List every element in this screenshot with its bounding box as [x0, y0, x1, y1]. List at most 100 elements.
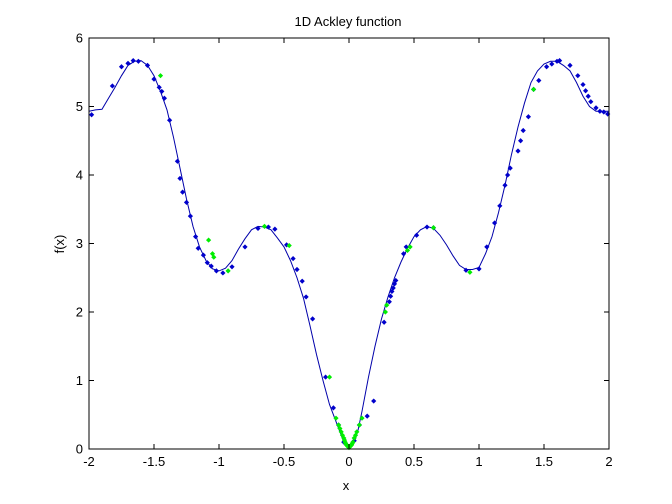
sample-point — [204, 260, 210, 266]
x-tick-label: 1.5 — [535, 454, 553, 469]
axes-frame — [88, 37, 610, 450]
x-tick-label: -2 — [83, 454, 95, 469]
sample-point — [130, 58, 136, 64]
sample-point — [583, 88, 589, 94]
sample-point — [525, 114, 531, 120]
sample-point — [371, 398, 377, 404]
selected-point — [430, 225, 437, 231]
sample-point — [187, 213, 193, 219]
selected-point — [382, 309, 388, 315]
selected-point — [225, 268, 231, 274]
sample-point — [601, 109, 607, 115]
sample-point — [229, 264, 235, 270]
sample-point — [544, 64, 550, 70]
selected-point — [211, 254, 217, 260]
sample-point — [507, 165, 513, 171]
sample-point — [310, 316, 316, 322]
sample-point — [364, 413, 370, 419]
sample-point — [177, 175, 183, 182]
selected-point — [404, 247, 411, 253]
sample-point — [390, 285, 396, 291]
sample-point — [518, 138, 524, 144]
x-axis-label: x — [343, 478, 350, 493]
x-tick-label: 0.5 — [405, 454, 423, 469]
x-tick-label: 2 — [605, 454, 612, 469]
plot-content — [88, 58, 611, 451]
sample-point — [159, 88, 165, 95]
x-tick-label: 0 — [345, 454, 352, 469]
sample-point — [290, 255, 296, 262]
axis-ticks: -2 -1.5 -1 -0.5 0 0.5 1 1.5 2 0 1 2 3 4 5 6 — [76, 31, 613, 470]
selected-point — [333, 415, 339, 421]
sample-point — [386, 299, 392, 305]
selected-point — [337, 425, 343, 432]
sample-point — [585, 93, 591, 99]
sample-point — [554, 58, 560, 64]
sample-point — [497, 203, 503, 209]
sample-point — [549, 61, 555, 67]
sample-point — [567, 62, 573, 68]
sample-point — [351, 438, 357, 444]
sample-point — [536, 77, 542, 84]
sample-point — [575, 73, 581, 79]
sample-point — [151, 76, 157, 82]
y-tick-label: 0 — [76, 442, 83, 457]
sample-point — [284, 242, 290, 248]
y-tick-label: 3 — [76, 236, 83, 251]
selected-point — [286, 242, 292, 249]
sample-point — [303, 294, 309, 300]
selected-point — [467, 269, 473, 275]
sample-point — [265, 224, 271, 230]
y-tick-label: 1 — [76, 373, 83, 388]
y-tick-label: 4 — [76, 168, 83, 183]
sample-point — [220, 270, 226, 276]
sample-point — [156, 84, 162, 90]
selected-point — [350, 439, 356, 445]
sample-point — [294, 266, 300, 273]
sample-point — [520, 127, 526, 134]
x-tick-label: -0.5 — [273, 454, 295, 469]
sample-point — [593, 105, 599, 111]
sample-point — [388, 293, 394, 299]
sample-point — [389, 288, 395, 295]
selected-point — [326, 374, 333, 380]
selected-point — [341, 435, 347, 441]
sample-point — [463, 267, 469, 273]
sample-point — [161, 95, 167, 101]
sample-point — [580, 81, 586, 88]
x-tick-label: -1.5 — [143, 454, 165, 469]
sample-point — [183, 199, 190, 205]
sample-point — [195, 245, 201, 251]
sample-point — [213, 268, 219, 274]
x-tick-label: 1 — [475, 454, 482, 469]
sample-point — [125, 60, 131, 66]
sample-point — [299, 278, 305, 284]
sample-point — [135, 58, 141, 64]
sample-point — [180, 189, 186, 195]
sample-point — [109, 83, 115, 89]
sample-point — [393, 277, 399, 284]
selected-point — [354, 429, 360, 435]
sample-point — [505, 172, 511, 178]
selected-point — [531, 86, 537, 92]
sample-point — [323, 374, 329, 380]
selected-point — [407, 244, 413, 250]
sample-point — [515, 148, 521, 154]
y-tick-label: 5 — [76, 99, 83, 114]
selected-point — [206, 237, 212, 243]
sample-point — [144, 62, 151, 68]
y-axis-label: f(x) — [52, 235, 67, 254]
sample-point — [414, 232, 420, 238]
selected-point — [157, 73, 164, 79]
selected-point — [359, 415, 365, 421]
sample-point — [381, 319, 387, 325]
sample-point — [330, 405, 336, 411]
sample-point — [597, 108, 603, 114]
sample-point — [502, 182, 508, 188]
ackley-curve — [88, 60, 609, 450]
sample-point — [557, 58, 563, 64]
y-tick-label: 2 — [76, 305, 83, 320]
sample-point — [200, 252, 206, 258]
selected-point — [356, 422, 362, 428]
